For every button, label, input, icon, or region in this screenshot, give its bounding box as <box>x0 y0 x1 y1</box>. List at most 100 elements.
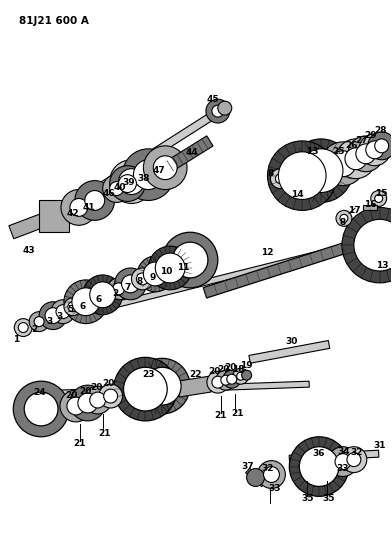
Circle shape <box>321 142 365 185</box>
Text: 20: 20 <box>102 378 115 387</box>
Circle shape <box>371 190 387 206</box>
Polygon shape <box>249 341 330 364</box>
Circle shape <box>118 175 136 192</box>
Text: 41: 41 <box>82 203 95 212</box>
Text: 21: 21 <box>74 439 86 448</box>
Circle shape <box>356 144 376 164</box>
Circle shape <box>143 146 187 190</box>
Polygon shape <box>31 381 309 397</box>
Circle shape <box>122 275 140 293</box>
Circle shape <box>75 181 114 220</box>
Text: 12: 12 <box>261 248 274 256</box>
Circle shape <box>368 132 392 160</box>
Circle shape <box>335 454 351 470</box>
Circle shape <box>14 319 32 336</box>
Circle shape <box>45 308 61 324</box>
Polygon shape <box>203 240 356 298</box>
Text: 33: 33 <box>337 464 349 473</box>
Text: 10: 10 <box>160 268 172 277</box>
Text: 39: 39 <box>122 178 135 187</box>
Circle shape <box>336 139 376 179</box>
Circle shape <box>114 268 146 300</box>
Text: 32: 32 <box>261 464 274 473</box>
Circle shape <box>218 101 232 115</box>
Circle shape <box>227 374 237 384</box>
Circle shape <box>267 141 337 211</box>
Text: 35: 35 <box>323 494 335 503</box>
Circle shape <box>90 392 106 408</box>
Text: 26: 26 <box>346 141 358 150</box>
Circle shape <box>143 262 167 286</box>
Text: 1: 1 <box>13 335 20 344</box>
Text: 34: 34 <box>338 447 350 456</box>
Circle shape <box>61 190 97 225</box>
Circle shape <box>278 152 326 199</box>
Text: 7: 7 <box>124 284 131 292</box>
Text: 3: 3 <box>46 317 52 326</box>
Circle shape <box>56 305 70 319</box>
Circle shape <box>270 169 290 189</box>
Text: 2: 2 <box>31 325 37 334</box>
Circle shape <box>155 253 185 283</box>
Circle shape <box>39 302 67 329</box>
Circle shape <box>90 282 116 308</box>
Circle shape <box>206 99 230 123</box>
Circle shape <box>110 160 153 204</box>
Text: 81J21 600 A: 81J21 600 A <box>19 16 89 26</box>
Circle shape <box>13 381 69 437</box>
Text: 30: 30 <box>285 337 298 346</box>
Circle shape <box>136 273 148 285</box>
Text: 25: 25 <box>333 147 345 156</box>
Text: 47: 47 <box>153 166 166 175</box>
Polygon shape <box>246 469 265 487</box>
Text: 3: 3 <box>57 312 63 321</box>
Circle shape <box>153 156 177 180</box>
Circle shape <box>328 447 358 477</box>
Circle shape <box>342 207 392 283</box>
Circle shape <box>299 447 339 487</box>
Bar <box>363 205 377 211</box>
Text: 36: 36 <box>313 449 325 458</box>
Circle shape <box>276 174 285 183</box>
Circle shape <box>216 370 236 390</box>
Circle shape <box>375 139 388 153</box>
Text: 21: 21 <box>98 429 111 438</box>
Text: 43: 43 <box>23 246 36 255</box>
Circle shape <box>113 283 125 295</box>
Circle shape <box>64 298 82 316</box>
Circle shape <box>233 368 249 384</box>
Text: 37: 37 <box>241 462 254 471</box>
Circle shape <box>123 367 167 411</box>
Text: 27: 27 <box>356 136 368 146</box>
Text: 11: 11 <box>177 263 189 272</box>
Circle shape <box>354 220 392 271</box>
Circle shape <box>289 437 349 496</box>
Circle shape <box>242 370 252 380</box>
Circle shape <box>24 392 58 426</box>
Circle shape <box>103 175 131 203</box>
Circle shape <box>18 322 28 333</box>
Circle shape <box>247 469 265 487</box>
Text: 40: 40 <box>113 183 126 192</box>
Text: 5: 5 <box>67 305 73 314</box>
Text: 15: 15 <box>376 189 388 198</box>
Circle shape <box>359 134 390 166</box>
Circle shape <box>78 393 98 413</box>
Text: 21: 21 <box>231 409 244 418</box>
Text: 6: 6 <box>96 295 102 304</box>
Circle shape <box>110 182 123 196</box>
Circle shape <box>123 149 174 200</box>
Circle shape <box>133 160 163 190</box>
Text: 32: 32 <box>350 448 363 457</box>
Circle shape <box>83 275 123 314</box>
Text: 22: 22 <box>190 370 202 379</box>
Circle shape <box>341 447 367 473</box>
Circle shape <box>162 232 218 288</box>
Circle shape <box>84 386 112 414</box>
Text: 18: 18 <box>232 365 245 374</box>
Text: 24: 24 <box>33 387 45 397</box>
Polygon shape <box>177 376 211 397</box>
Text: 13: 13 <box>306 147 318 156</box>
Text: 23: 23 <box>142 370 154 379</box>
Text: 14: 14 <box>291 190 303 199</box>
